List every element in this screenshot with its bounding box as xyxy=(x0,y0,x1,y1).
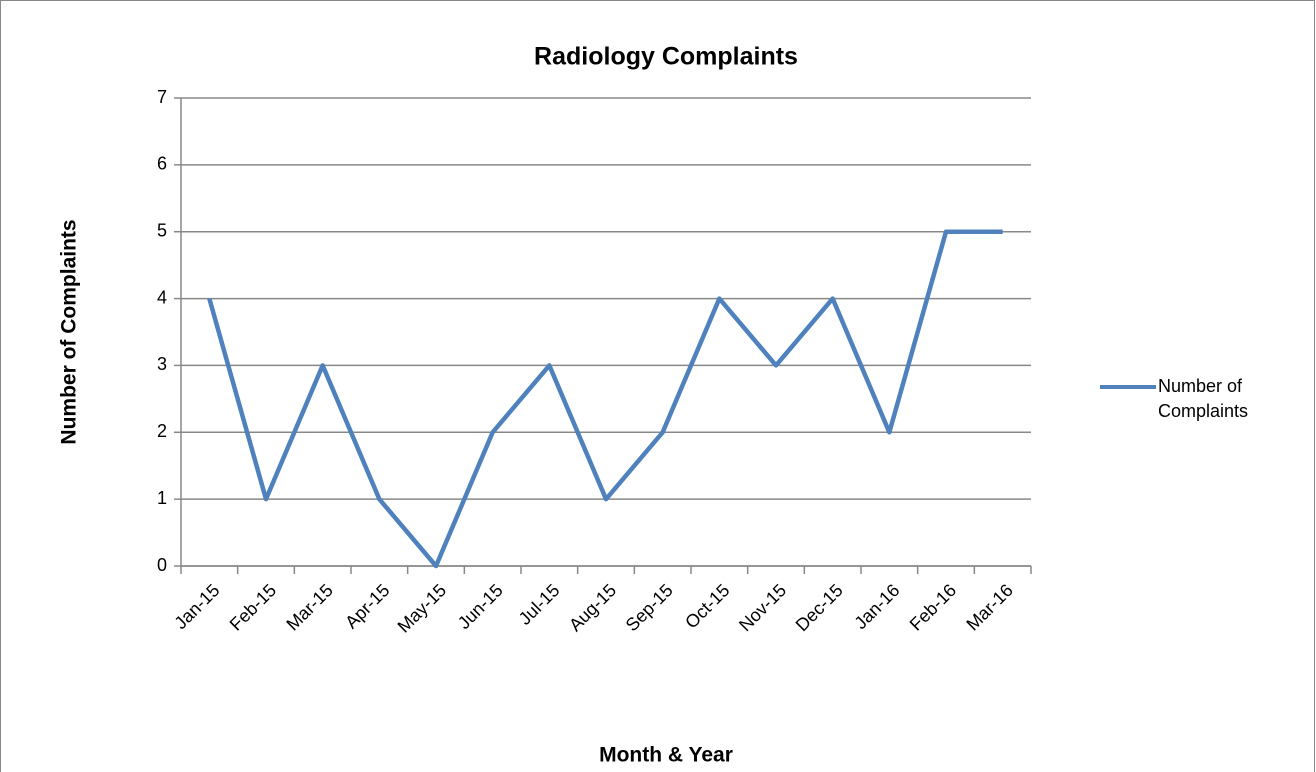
legend-label: Number of Complaints xyxy=(1158,376,1249,421)
chart-title: Radiology Complaints xyxy=(534,43,798,71)
y-tick-label: 0 xyxy=(157,555,167,575)
x-axis-title: Month & Year xyxy=(599,744,733,767)
y-tick-label: 1 xyxy=(157,488,167,508)
y-tick-label: 3 xyxy=(157,354,167,374)
y-tick-label: 2 xyxy=(157,421,167,441)
y-axis-title: Number of Complaints xyxy=(58,219,81,444)
y-tick-label: 6 xyxy=(157,154,167,174)
y-tick-label: 5 xyxy=(157,220,167,240)
y-tick-label: 4 xyxy=(157,287,167,307)
y-tick-label: 7 xyxy=(157,87,167,107)
data-line xyxy=(207,229,1003,569)
